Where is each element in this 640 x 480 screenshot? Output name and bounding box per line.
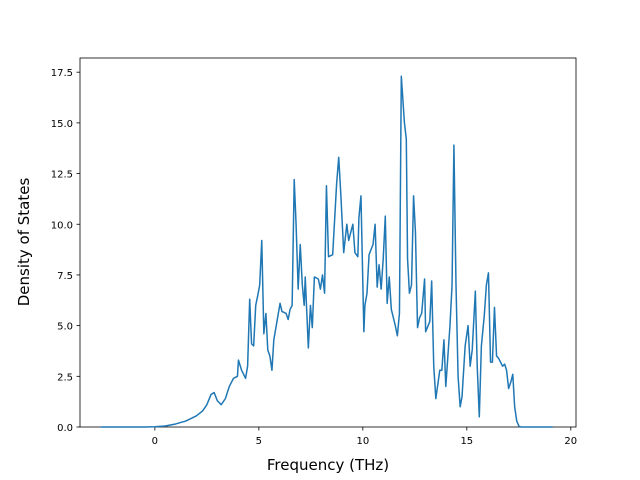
dos-line: [100, 75, 553, 428]
x-tick-label: 0: [152, 436, 158, 447]
x-tick-label: 10: [356, 436, 369, 447]
y-tick-label: 10.0: [51, 220, 73, 231]
x-tick-label: 15: [460, 436, 473, 447]
x-tick-label: 5: [256, 436, 262, 447]
y-tick-label: 0.0: [57, 423, 73, 434]
x-axis-label: Frequency (THz): [267, 456, 389, 474]
y-tick-label: 5.0: [57, 322, 73, 333]
y-tick-label: 15.0: [51, 119, 73, 130]
y-tick-label: 7.5: [57, 271, 73, 282]
y-tick-label: 12.5: [51, 170, 73, 181]
x-tick-label: 20: [564, 436, 577, 447]
y-tick-label: 17.5: [51, 68, 73, 79]
y-axis-label: Density of States: [15, 178, 33, 307]
y-tick-label: 2.5: [57, 372, 73, 383]
plot-frame: [79, 57, 577, 428]
